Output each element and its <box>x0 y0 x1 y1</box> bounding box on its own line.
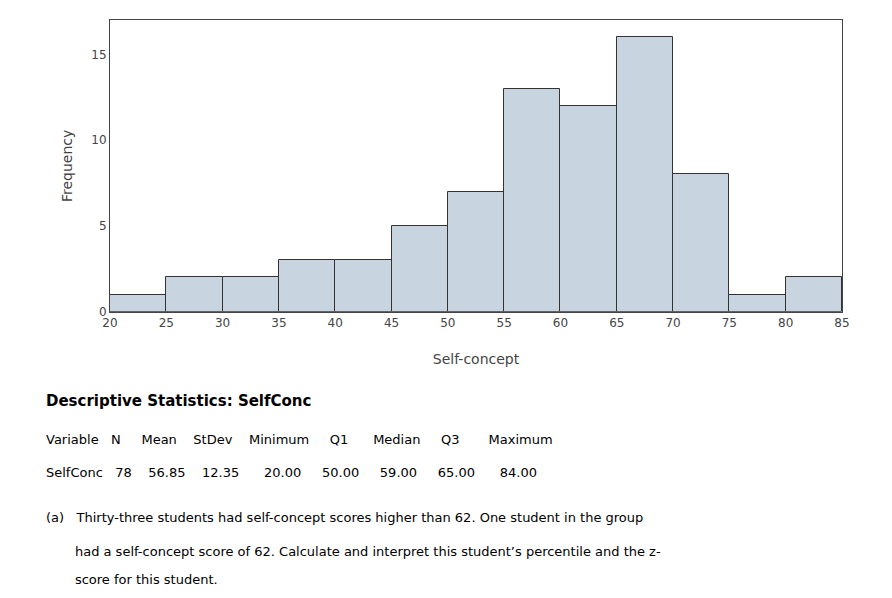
svg-text:55: 55 <box>497 316 512 330</box>
svg-text:SelfConc 78 56.85 12.3: SelfConc 78 56.85 12.35 20.00 50.00 59.0… <box>46 465 537 480</box>
svg-text:5: 5 <box>99 219 107 233</box>
svg-text:20: 20 <box>102 316 117 330</box>
svg-text:80: 80 <box>778 316 793 330</box>
svg-text:60: 60 <box>553 316 568 330</box>
svg-text:15: 15 <box>91 48 106 62</box>
svg-text:40: 40 <box>328 316 343 330</box>
svg-text:75: 75 <box>722 316 737 330</box>
svg-text:Descriptive Statistics: SelfCo: Descriptive Statistics: SelfConc <box>46 392 311 410</box>
svg-text:45: 45 <box>384 316 399 330</box>
svg-text:85: 85 <box>834 316 849 330</box>
svg-text:0: 0 <box>99 305 107 319</box>
svg-text:30: 30 <box>215 316 230 330</box>
svg-text:50: 50 <box>440 316 455 330</box>
svg-text:Frequency: Frequency <box>59 130 75 202</box>
svg-text:10: 10 <box>91 133 106 147</box>
svg-text:(a) Thirty-three students ha: (a) Thirty-three students had self-conce… <box>46 510 643 525</box>
svg-text:had a self-concept score of 62: had a self-concept score of 62. Calculat… <box>46 544 661 559</box>
svg-text:Self-concept: Self-concept <box>433 351 520 367</box>
svg-text:Variable N Mean StDev: Variable N Mean StDev Minimum Q1 Median … <box>46 432 553 447</box>
svg-text:25: 25 <box>159 316 174 330</box>
svg-text:score for this student.: score for this student. <box>46 572 218 587</box>
svg-text:65: 65 <box>609 316 624 330</box>
svg-text:35: 35 <box>271 316 286 330</box>
svg-text:70: 70 <box>665 316 680 330</box>
